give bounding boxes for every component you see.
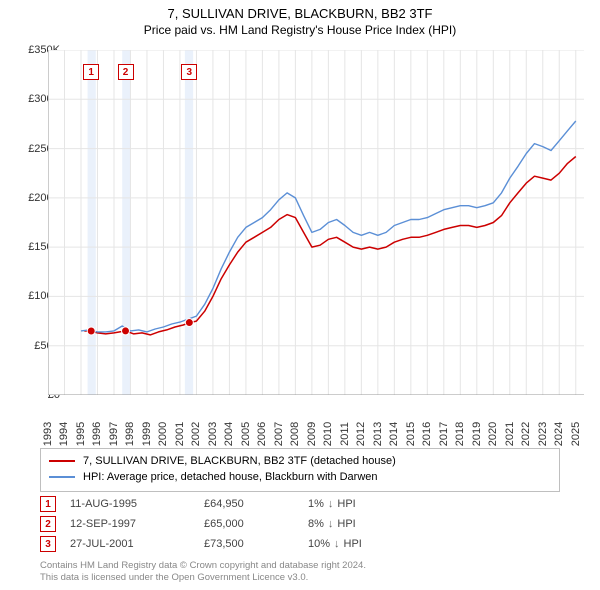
x-tick-label: 1994 [58, 422, 70, 446]
sale-diff: 8% ↓HPI [308, 518, 418, 530]
x-tick-label: 2022 [520, 422, 532, 446]
sale-date: 27-JUL-2001 [70, 538, 190, 550]
sale-diff-label: HPI [337, 498, 355, 510]
chart-titles: 7, SULLIVAN DRIVE, BLACKBURN, BB2 3TF Pr… [0, 0, 600, 37]
sale-marker-box: 1 [83, 64, 99, 80]
sale-marker-box: 3 [181, 64, 197, 80]
arrow-down-icon: ↓ [328, 518, 334, 530]
x-tick-label: 2007 [273, 422, 285, 446]
sale-diff-pct: 8% [308, 518, 324, 530]
x-tick-label: 2019 [471, 422, 483, 446]
x-tick-label: 2017 [438, 422, 450, 446]
sale-diff-label: HPI [337, 518, 355, 530]
sale-price: £64,950 [204, 498, 294, 510]
x-tick-label: 2015 [405, 422, 417, 446]
x-tick-label: 2021 [504, 422, 516, 446]
sale-marker-box: 2 [118, 64, 134, 80]
footer-line1: Contains HM Land Registry data © Crown c… [40, 560, 560, 572]
x-tick-label: 1993 [42, 422, 54, 446]
sale-price: £65,000 [204, 518, 294, 530]
sale-date: 11-AUG-1995 [70, 498, 190, 510]
sale-date: 12-SEP-1997 [70, 518, 190, 530]
plot-svg [48, 50, 584, 395]
sale-diff-pct: 1% [308, 498, 324, 510]
x-tick-label: 2014 [388, 422, 400, 446]
footer-line2: This data is licensed under the Open Gov… [40, 572, 560, 584]
legend-label-hpi: HPI: Average price, detached house, Blac… [83, 469, 378, 485]
x-tick-label: 2023 [537, 422, 549, 446]
title-main: 7, SULLIVAN DRIVE, BLACKBURN, BB2 3TF [0, 6, 600, 21]
legend-label-property: 7, SULLIVAN DRIVE, BLACKBURN, BB2 3TF (d… [83, 453, 396, 469]
x-tick-label: 2001 [174, 422, 186, 446]
x-tick-label: 2020 [487, 422, 499, 446]
x-tick-label: 2011 [339, 422, 351, 446]
x-tick-label: 2010 [322, 422, 334, 446]
footer-attribution: Contains HM Land Registry data © Crown c… [40, 560, 560, 584]
sale-index-box: 3 [40, 536, 56, 552]
sale-price: £73,500 [204, 538, 294, 550]
x-tick-label: 2006 [256, 422, 268, 446]
plot-area [48, 50, 584, 395]
legend-item-property: 7, SULLIVAN DRIVE, BLACKBURN, BB2 3TF (d… [49, 453, 551, 469]
x-tick-label: 1999 [141, 422, 153, 446]
sale-index-box: 1 [40, 496, 56, 512]
legend: 7, SULLIVAN DRIVE, BLACKBURN, BB2 3TF (d… [40, 448, 560, 492]
arrow-down-icon: ↓ [334, 538, 340, 550]
x-tick-label: 1995 [75, 422, 87, 446]
x-tick-label: 2025 [570, 422, 582, 446]
sales-row: 2 12-SEP-1997 £65,000 8% ↓HPI [40, 514, 560, 534]
x-tick-label: 2005 [240, 422, 252, 446]
x-tick-label: 2008 [289, 422, 301, 446]
x-tick-label: 1998 [124, 422, 136, 446]
chart-container: { "title_line1": "7, SULLIVAN DRIVE, BLA… [0, 0, 600, 590]
sale-diff-label: HPI [344, 538, 362, 550]
sales-row: 3 27-JUL-2001 £73,500 10% ↓ HPI [40, 534, 560, 554]
sales-row: 1 11-AUG-1995 £64,950 1% ↓HPI [40, 494, 560, 514]
legend-item-hpi: HPI: Average price, detached house, Blac… [49, 469, 551, 485]
sale-diff: 10% ↓ HPI [308, 538, 418, 550]
sales-table: 111-AUG-1995£64,9501%↓HPI212-SEP-1997£65… [40, 494, 560, 554]
x-tick-label: 2024 [553, 422, 565, 446]
sale-diff-pct: 10% [308, 538, 330, 550]
sale-index-box: 2 [40, 516, 56, 532]
x-tick-label: 2000 [157, 422, 169, 446]
x-tick-label: 2012 [355, 422, 367, 446]
title-sub: Price paid vs. HM Land Registry's House … [0, 23, 600, 37]
x-tick-label: 2013 [372, 422, 384, 446]
x-axis-labels: 1993199419951996199719981999200020012002… [48, 398, 584, 444]
x-tick-label: 1997 [108, 422, 120, 446]
x-tick-label: 2016 [421, 422, 433, 446]
x-tick-label: 2018 [454, 422, 466, 446]
x-tick-label: 2002 [190, 422, 202, 446]
x-tick-label: 1996 [91, 422, 103, 446]
legend-swatch-property [49, 460, 75, 462]
x-tick-label: 2009 [306, 422, 318, 446]
x-tick-label: 2003 [207, 422, 219, 446]
sale-diff: 1% ↓HPI [308, 498, 418, 510]
x-tick-label: 2004 [223, 422, 235, 446]
arrow-down-icon: ↓ [328, 498, 334, 510]
legend-swatch-hpi [49, 476, 75, 478]
